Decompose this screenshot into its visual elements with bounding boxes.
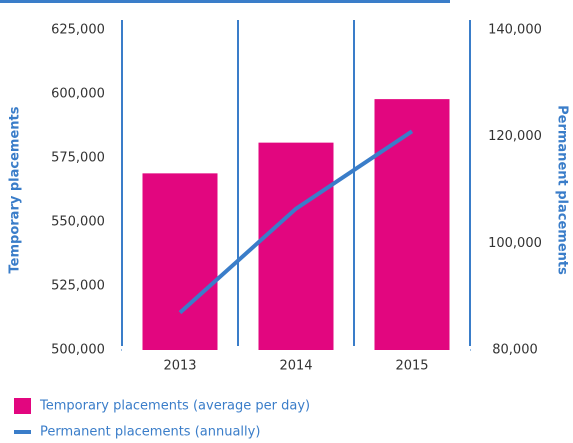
- top-rule: [0, 0, 450, 3]
- bar: [374, 99, 450, 351]
- y2-tick-label: 80,000: [492, 343, 538, 358]
- x-tick-label: 2014: [279, 359, 312, 374]
- legend-text: Temporary placements (average per day): [39, 399, 310, 414]
- x-tick-label: 2013: [163, 359, 196, 374]
- y-tick-label: 500,000: [51, 343, 105, 358]
- y2-tick-label: 140,000: [488, 23, 542, 38]
- bar: [142, 173, 218, 350]
- legend-swatch: [14, 398, 31, 414]
- y-tick-label: 550,000: [51, 215, 105, 230]
- y-axis-title: Temporary placements: [8, 106, 23, 273]
- y-tick-label: 625,000: [51, 23, 105, 38]
- y-tick-label: 525,000: [51, 279, 105, 294]
- y-tick-label: 575,000: [51, 151, 105, 166]
- y2-tick-label: 100,000: [488, 236, 542, 251]
- legend-text: Permanent placements (annually): [40, 425, 260, 440]
- y2-tick-label: 120,000: [488, 129, 542, 144]
- bar: [258, 142, 334, 350]
- line: [178, 129, 414, 315]
- y-tick-label: 600,000: [51, 87, 105, 102]
- x-tick-label: 2015: [395, 359, 428, 374]
- y2-axis-title: Permanent placements: [555, 105, 570, 275]
